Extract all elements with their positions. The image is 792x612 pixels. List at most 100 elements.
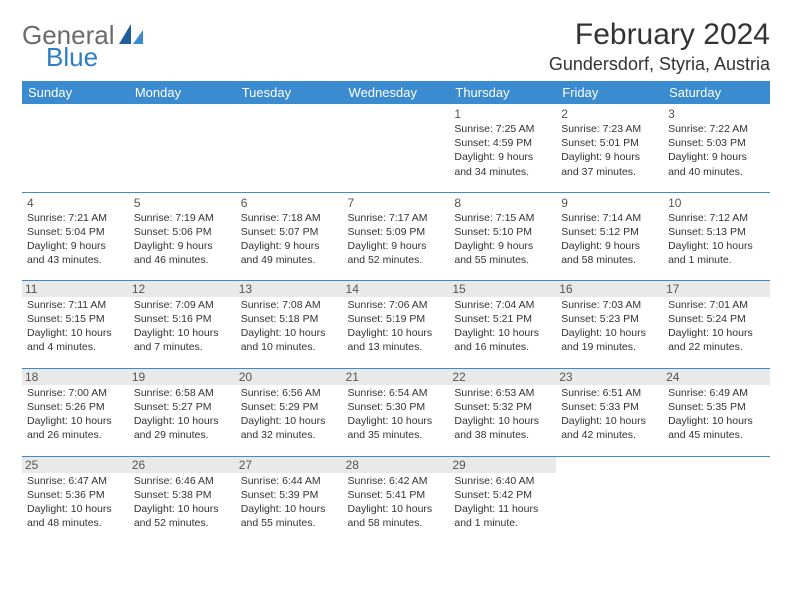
sunrise-line: Sunrise: 6:53 AM [454, 386, 551, 400]
sunset-line: Sunset: 5:27 PM [134, 400, 231, 414]
sunrise-line: Sunrise: 6:44 AM [241, 474, 338, 488]
sunset-line: Sunset: 5:03 PM [668, 136, 765, 150]
sunset-line: Sunset: 5:30 PM [348, 400, 445, 414]
day-number: 7 [348, 196, 445, 210]
sunset-line: Sunset: 5:33 PM [561, 400, 658, 414]
calendar-week-row: 1Sunrise: 7:25 AMSunset: 4:59 PMDaylight… [22, 104, 770, 192]
day-header: Friday [556, 81, 663, 104]
calendar-week-row: 11Sunrise: 7:11 AMSunset: 5:15 PMDayligh… [22, 280, 770, 368]
daylight-line: Daylight: 9 hours and 52 minutes. [348, 239, 445, 267]
sun-info: Sunrise: 7:22 AMSunset: 5:03 PMDaylight:… [668, 122, 765, 179]
day-number: 11 [22, 281, 129, 297]
daylight-line: Daylight: 10 hours and 4 minutes. [27, 326, 124, 354]
daylight-line: Daylight: 9 hours and 55 minutes. [454, 239, 551, 267]
sunset-line: Sunset: 5:06 PM [134, 225, 231, 239]
sunrise-line: Sunrise: 7:01 AM [668, 298, 765, 312]
calendar-day-cell [663, 456, 770, 544]
calendar-day-cell: 2Sunrise: 7:23 AMSunset: 5:01 PMDaylight… [556, 104, 663, 192]
day-number: 1 [454, 107, 551, 121]
calendar-day-cell: 14Sunrise: 7:06 AMSunset: 5:19 PMDayligh… [343, 280, 450, 368]
calendar-body: 1Sunrise: 7:25 AMSunset: 4:59 PMDaylight… [22, 104, 770, 544]
day-header: Wednesday [343, 81, 450, 104]
sun-info: Sunrise: 7:14 AMSunset: 5:12 PMDaylight:… [561, 211, 658, 268]
day-number: 25 [22, 457, 129, 473]
sun-info: Sunrise: 6:49 AMSunset: 5:35 PMDaylight:… [668, 386, 765, 443]
calendar-day-cell: 5Sunrise: 7:19 AMSunset: 5:06 PMDaylight… [129, 192, 236, 280]
sun-info: Sunrise: 7:08 AMSunset: 5:18 PMDaylight:… [241, 298, 338, 355]
day-header: Monday [129, 81, 236, 104]
day-number: 8 [454, 196, 551, 210]
calendar-day-cell: 10Sunrise: 7:12 AMSunset: 5:13 PMDayligh… [663, 192, 770, 280]
sunrise-line: Sunrise: 6:47 AM [27, 474, 124, 488]
sun-info: Sunrise: 6:54 AMSunset: 5:30 PMDaylight:… [348, 386, 445, 443]
sunrise-line: Sunrise: 7:23 AM [561, 122, 658, 136]
day-number: 10 [668, 196, 765, 210]
calendar-day-cell [343, 104, 450, 192]
sunset-line: Sunset: 5:21 PM [454, 312, 551, 326]
sunset-line: Sunset: 5:04 PM [27, 225, 124, 239]
day-number: 6 [241, 196, 338, 210]
sunset-line: Sunset: 5:23 PM [561, 312, 658, 326]
location: Gundersdorf, Styria, Austria [549, 54, 770, 75]
calendar-day-cell: 17Sunrise: 7:01 AMSunset: 5:24 PMDayligh… [663, 280, 770, 368]
daylight-line: Daylight: 9 hours and 58 minutes. [561, 239, 658, 267]
daylight-line: Daylight: 9 hours and 34 minutes. [454, 150, 551, 178]
sunset-line: Sunset: 5:12 PM [561, 225, 658, 239]
daylight-line: Daylight: 9 hours and 37 minutes. [561, 150, 658, 178]
sunset-line: Sunset: 5:39 PM [241, 488, 338, 502]
calendar-day-cell [556, 456, 663, 544]
calendar-table: SundayMondayTuesdayWednesdayThursdayFrid… [22, 81, 770, 544]
sunset-line: Sunset: 5:07 PM [241, 225, 338, 239]
day-number: 24 [663, 369, 770, 385]
calendar-day-cell: 6Sunrise: 7:18 AMSunset: 5:07 PMDaylight… [236, 192, 343, 280]
sunset-line: Sunset: 5:42 PM [454, 488, 551, 502]
calendar-week-row: 4Sunrise: 7:21 AMSunset: 5:04 PMDaylight… [22, 192, 770, 280]
day-header: Thursday [449, 81, 556, 104]
daylight-line: Daylight: 10 hours and 16 minutes. [454, 326, 551, 354]
day-number: 26 [129, 457, 236, 473]
day-number: 2 [561, 107, 658, 121]
sunrise-line: Sunrise: 6:58 AM [134, 386, 231, 400]
sunset-line: Sunset: 5:18 PM [241, 312, 338, 326]
day-number: 28 [343, 457, 450, 473]
sun-info: Sunrise: 6:46 AMSunset: 5:38 PMDaylight:… [134, 474, 231, 531]
calendar-day-cell: 1Sunrise: 7:25 AMSunset: 4:59 PMDaylight… [449, 104, 556, 192]
sunrise-line: Sunrise: 7:04 AM [454, 298, 551, 312]
calendar-week-row: 25Sunrise: 6:47 AMSunset: 5:36 PM Dayligh… [22, 456, 770, 544]
day-header: Saturday [663, 81, 770, 104]
sunrise-line: Sunrise: 7:14 AM [561, 211, 658, 225]
calendar-day-cell [129, 104, 236, 192]
daylight-line: Daylight: 10 hours and 29 minutes. [134, 414, 231, 442]
sun-info: Sunrise: 6:42 AMSunset: 5:41 PMDaylight:… [348, 474, 445, 531]
day-number: 4 [27, 196, 124, 210]
daylight-line: Daylight: 10 hours and 52 minutes. [134, 502, 231, 530]
sun-info: Sunrise: 6:40 AMSunset: 5:42 PMDaylight:… [454, 474, 551, 531]
daylight-line: Daylight: 10 hours and 13 minutes. [348, 326, 445, 354]
sun-info: Sunrise: 7:06 AMSunset: 5:19 PMDaylight:… [348, 298, 445, 355]
sunrise-line: Sunrise: 6:49 AM [668, 386, 765, 400]
daylight-line: Daylight: 10 hours and 19 minutes. [561, 326, 658, 354]
sun-info: Sunrise: 7:19 AMSunset: 5:06 PMDaylight:… [134, 211, 231, 268]
sun-info: Sunrise: 7:12 AMSunset: 5:13 PMDaylight:… [668, 211, 765, 268]
daylight-line: Daylight: 9 hours and 49 minutes. [241, 239, 338, 267]
sunset-line: Sunset: 5:13 PM [668, 225, 765, 239]
calendar-day-cell: 4Sunrise: 7:21 AMSunset: 5:04 PMDaylight… [22, 192, 129, 280]
calendar-day-cell: 20Sunrise: 6:56 AMSunset: 5:29 PMDayligh… [236, 368, 343, 456]
sunset-line: Sunset: 5:09 PM [348, 225, 445, 239]
sun-info: Sunrise: 6:51 AMSunset: 5:33 PMDaylight:… [561, 386, 658, 443]
daylight-line: Daylight: 10 hours and 10 minutes. [241, 326, 338, 354]
sun-info: Sunrise: 7:03 AMSunset: 5:23 PMDaylight:… [561, 298, 658, 355]
day-number: 23 [556, 369, 663, 385]
sunrise-line: Sunrise: 6:54 AM [348, 386, 445, 400]
sunrise-line: Sunrise: 6:46 AM [134, 474, 231, 488]
calendar-day-cell: 24Sunrise: 6:49 AMSunset: 5:35 PMDayligh… [663, 368, 770, 456]
daylight-line: Daylight: 10 hours and 7 minutes. [134, 326, 231, 354]
sunset-line: Sunset: 5:36 PM [27, 488, 124, 502]
sunset-line: Sunset: 5:35 PM [668, 400, 765, 414]
day-number: 16 [556, 281, 663, 297]
calendar-day-cell: 26Sunrise: 6:46 AMSunset: 5:38 PMDayligh… [129, 456, 236, 544]
day-number: 3 [668, 107, 765, 121]
day-number: 20 [236, 369, 343, 385]
day-header: Tuesday [236, 81, 343, 104]
sun-info: Sunrise: 7:00 AMSunset: 5:26 PMDaylight:… [27, 386, 124, 443]
